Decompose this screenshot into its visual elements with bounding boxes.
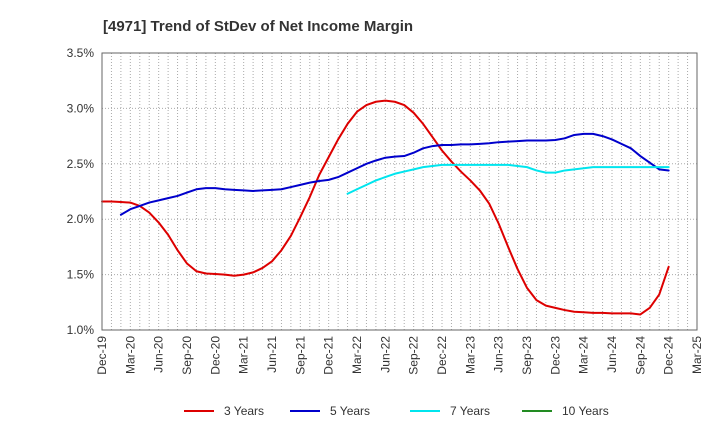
y-tick-label: 3.0% [67, 101, 95, 115]
x-tick-label: Mar-23 [463, 336, 477, 374]
x-tick-label: Sep-21 [293, 336, 307, 375]
y-tick-label: 1.5% [67, 268, 95, 282]
legend-label: 3 Years [224, 404, 264, 418]
y-tick-label: 3.5% [67, 46, 95, 60]
y-axis: 1.0% 1.5% 2.0% 2.5% 3.0% 3.5% [67, 46, 95, 337]
legend-item-5-years: 5 Years [290, 404, 370, 418]
plot-frame [101, 52, 698, 331]
y-tick-label: 1.0% [67, 323, 95, 337]
chart-title: [4971] Trend of StDev of Net Income Marg… [103, 18, 413, 35]
x-tick-label: Dec-23 [548, 336, 562, 375]
x-tick-label: Jun-24 [605, 336, 619, 373]
x-tick-label: Sep-23 [520, 336, 534, 375]
legend: 3 Years 5 Years 7 Years 10 Years [184, 404, 609, 418]
x-tick-label: Dec-24 [662, 336, 676, 375]
legend-label: 5 Years [330, 404, 370, 418]
x-tick-label: Dec-21 [322, 336, 336, 375]
x-tick-label: Dec-20 [208, 336, 222, 375]
legend-label: 7 Years [450, 404, 490, 418]
x-tick-label: Sep-22 [407, 336, 421, 375]
x-tick-label: Mar-25 [690, 336, 704, 374]
y-tick-label: 2.5% [67, 157, 95, 171]
x-tick-label: Mar-22 [350, 336, 364, 374]
legend-item-10-years: 10 Years [522, 404, 609, 418]
y-tick-label: 2.0% [67, 212, 95, 226]
x-tick-label: Jun-23 [492, 336, 506, 373]
series-layer [101, 99, 670, 316]
x-tick-label: Jun-20 [152, 336, 166, 373]
series-line-7-years [346, 163, 670, 195]
x-tick-label: Jun-21 [265, 336, 279, 373]
x-axis: Dec-19 Mar-20 Jun-20 Sep-20 Dec-20 Mar-21 Jun-… [95, 336, 704, 375]
x-tick-label: Jun-22 [378, 336, 392, 373]
legend-item-7-years: 7 Years [410, 404, 490, 418]
series-line-3-years [101, 99, 670, 316]
legend-label: 10 Years [562, 404, 609, 418]
x-tick-label: Sep-20 [180, 336, 194, 375]
x-tick-label: Mar-24 [577, 336, 591, 374]
legend-item-3-years: 3 Years [184, 404, 264, 418]
x-tick-label: Mar-21 [237, 336, 251, 374]
x-tick-label: Dec-22 [435, 336, 449, 375]
x-tick-label: Sep-24 [633, 336, 647, 375]
series-line-5-years [119, 132, 670, 216]
x-tick-label: Mar-20 [123, 336, 137, 374]
x-tick-label: Dec-19 [95, 336, 109, 375]
